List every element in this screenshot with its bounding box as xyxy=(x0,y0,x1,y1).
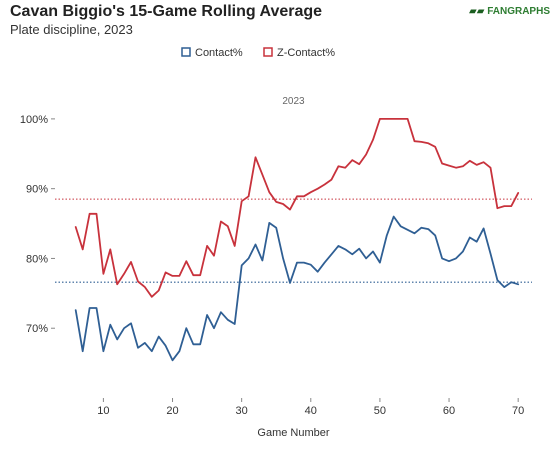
y-tick-label: 90% xyxy=(26,184,48,196)
legend-swatch-contact xyxy=(181,47,191,57)
x-tick-label: 60 xyxy=(443,405,455,417)
fangraphs-logo-text: FANGRAPHS xyxy=(487,6,550,17)
chart-title: Cavan Biggio's 15-Game Rolling Average xyxy=(10,3,323,20)
chart-subtitle: Plate discipline, 2023 xyxy=(10,22,133,37)
y-tick-label: 80% xyxy=(26,253,48,265)
x-tick-label: 20 xyxy=(166,405,178,417)
x-tick-label: 70 xyxy=(512,405,524,417)
x-tick-label: 50 xyxy=(374,405,386,417)
y-tick-label: 100% xyxy=(20,114,48,126)
legend-label-contact: Contact% xyxy=(195,47,243,59)
fangraphs-logo: ▰▰ FANGRAPHS xyxy=(469,6,550,17)
x-tick-label: 10 xyxy=(97,405,109,417)
panel-label: 2023 xyxy=(282,96,305,107)
x-tick-label: 30 xyxy=(236,405,248,417)
series-line-contact xyxy=(74,215,520,362)
series-line-z-contact xyxy=(74,118,520,298)
y-tick-label: 70% xyxy=(26,323,48,335)
x-axis-title: Game Number xyxy=(257,427,329,439)
legend-swatch-z-contact xyxy=(263,47,273,57)
legend-label-z-contact: Z-Contact% xyxy=(277,47,335,59)
x-tick-label: 40 xyxy=(305,405,317,417)
